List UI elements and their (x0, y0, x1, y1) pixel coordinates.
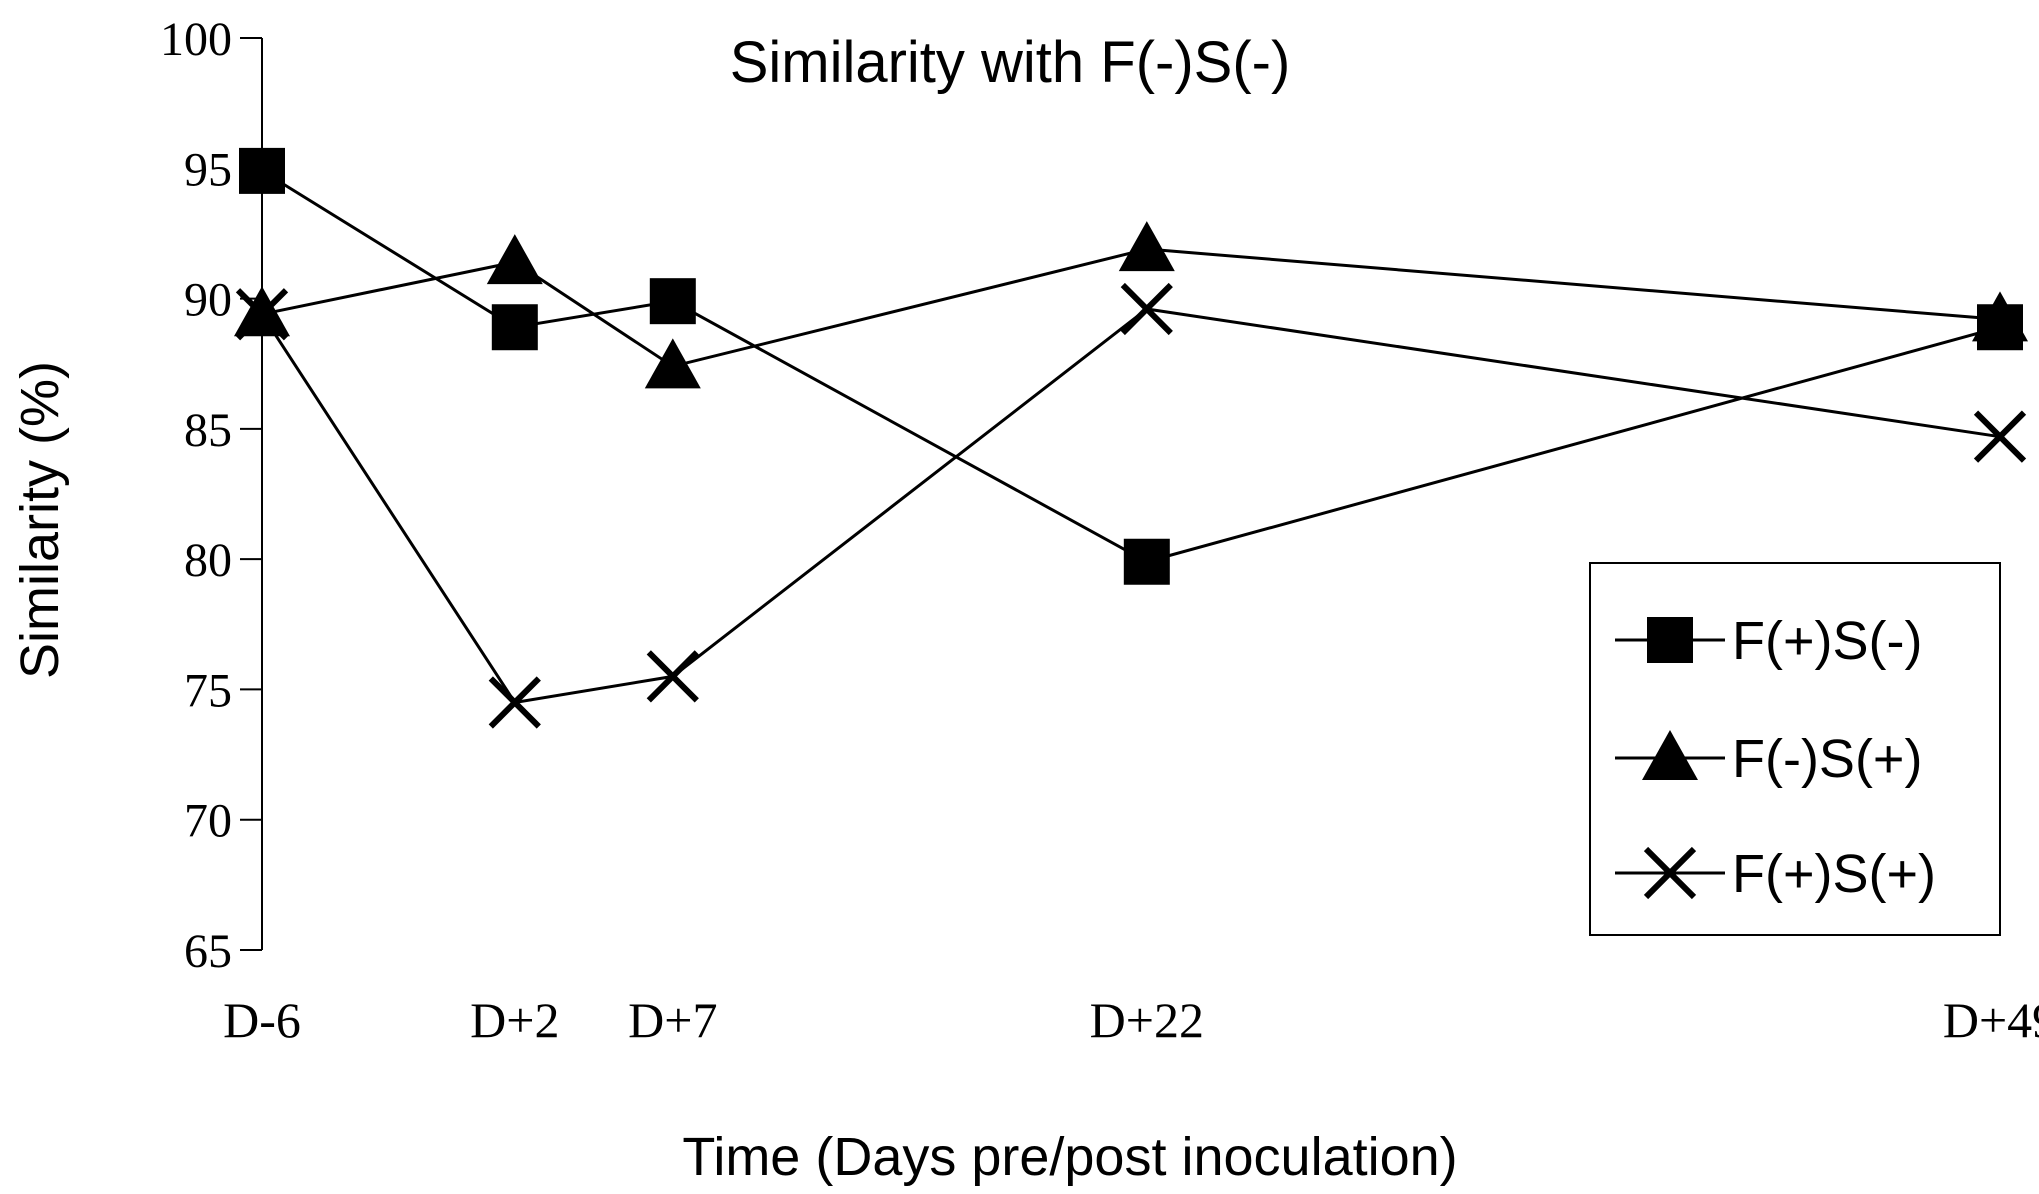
y-tick-label: 70 (184, 795, 232, 848)
axes: 100 95 90 85 80 75 70 65 D-6 D+2 D+7 D+22 D+49 (160, 13, 2039, 1048)
series-square (239, 147, 2023, 585)
legend-entry: F(+)S(-) (1615, 611, 1922, 671)
y-tick-label: 85 (184, 404, 232, 457)
series-layer (234, 147, 2028, 729)
series-line (261, 169, 2001, 564)
x-tick-label: D+49 (1943, 992, 2039, 1048)
data-point-x (646, 650, 699, 703)
data-point-square (239, 147, 285, 194)
y-tick-label: 80 (184, 534, 232, 587)
series-x (235, 282, 2027, 729)
y-tick-label: 95 (184, 143, 232, 196)
data-point-x (488, 676, 541, 729)
legend-label: F(-)S(+) (1732, 729, 1922, 789)
data-point-triangle (486, 234, 543, 285)
series-triangle (234, 221, 2028, 389)
data-point-x (1120, 282, 1173, 336)
x-tick-label: D+7 (628, 992, 717, 1048)
x-tick-label: D+22 (1090, 992, 1204, 1048)
y-tick-label: 65 (184, 925, 232, 978)
data-point-square (1123, 538, 1170, 585)
data-point-square (491, 304, 538, 351)
legend-label: F(+)S(-) (1732, 611, 1922, 671)
data-point-x (1973, 410, 2027, 463)
data-point-triangle (1118, 221, 1175, 272)
y-tick-label: 75 (184, 664, 232, 717)
legend-label: F(+)S(+) (1732, 844, 1936, 904)
data-point-triangle (1972, 291, 2028, 342)
chart-title: Similarity with F(-)S(-) (730, 30, 1291, 95)
y-tick-label: 90 (184, 274, 232, 327)
legend-entry: F(-)S(+) (1615, 729, 1922, 789)
legend: F(+)S(-) F(-)S(+) F(+)S(+) (1589, 562, 2001, 936)
data-point-x (235, 288, 289, 341)
y-tick-label: 100 (160, 13, 232, 66)
x-axis-label: Time (Days pre/post inoculation) (682, 1127, 1457, 1187)
legend-marker-square (1647, 617, 1693, 663)
x-tick-label: D+2 (470, 992, 559, 1048)
legend-marker-x (1643, 846, 1697, 900)
y-axis-label: Similarity (%) (10, 361, 70, 679)
legend-marker-triangle (1642, 730, 1698, 780)
data-point-square (649, 278, 696, 325)
x-tick-label: D-6 (223, 992, 301, 1048)
legend-entry: F(+)S(+) (1615, 844, 1936, 904)
data-point-triangle (644, 338, 701, 389)
